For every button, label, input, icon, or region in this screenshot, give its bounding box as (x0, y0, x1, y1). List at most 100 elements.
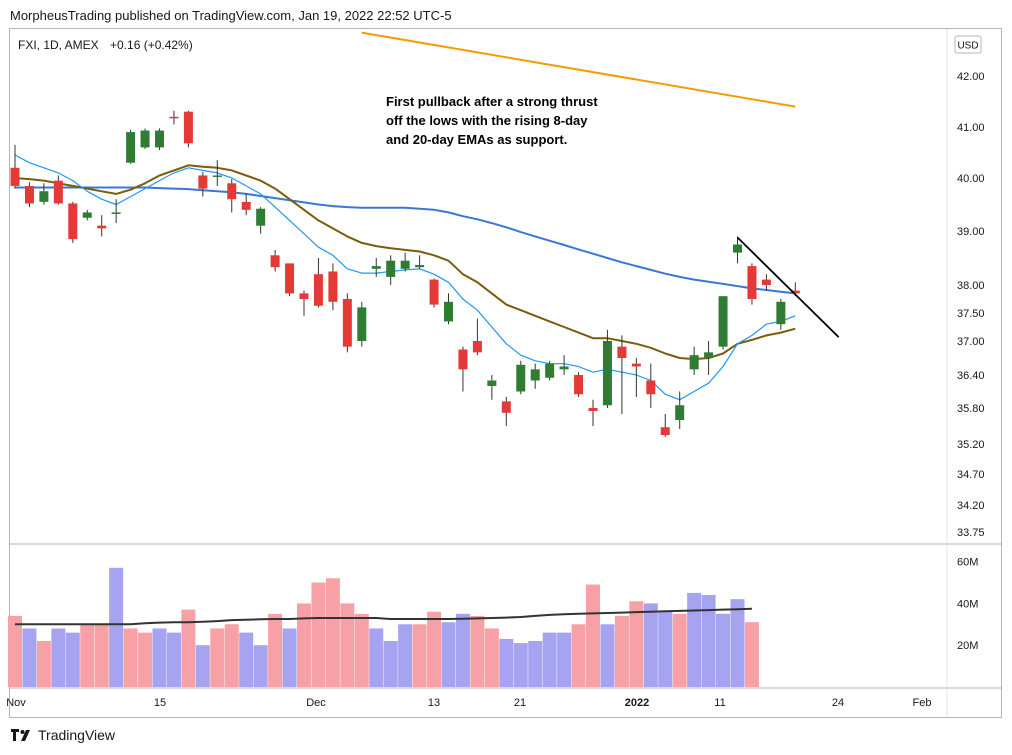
chart-annotation: First pullback after a strong thrust off … (386, 94, 598, 147)
price-tick-label: 33.75 (957, 527, 985, 539)
candle-body (10, 167, 20, 186)
footer: TradingView (10, 727, 115, 743)
volume-bar (195, 645, 210, 687)
sma200-line (361, 31, 796, 108)
volume-bar (65, 632, 80, 687)
candle-body (169, 116, 179, 119)
volume-bar (181, 609, 196, 687)
candle-body (386, 260, 396, 277)
candle-body (458, 349, 468, 370)
legend-change: +0.16 (+0.42%) (110, 38, 193, 52)
volume-ma-layer (15, 607, 752, 626)
annotation-line: off the lows with the rising 8-day (386, 113, 588, 128)
volume-bar (311, 582, 326, 687)
candle-body (790, 290, 800, 294)
candle-body (429, 279, 439, 305)
ema20-layer (14, 164, 796, 361)
time-tick-label: Nov (6, 697, 26, 709)
annotation-line: and 20-day EMAs as support. (386, 132, 567, 147)
time-tick-label: 24 (832, 697, 844, 709)
time-tick-label: Dec (306, 697, 326, 709)
time-tick-label: 15 (154, 697, 166, 709)
candle-body (24, 185, 34, 204)
volume-bar (22, 628, 37, 687)
price-tick-label: 42.00 (957, 71, 985, 83)
volume-tick-label: 20M (957, 640, 978, 652)
candle-body (487, 380, 497, 386)
volume-bar (138, 632, 153, 687)
volume-bar (730, 599, 745, 687)
volume-bar (600, 624, 615, 687)
currency-badge[interactable] (954, 35, 982, 54)
volume-bar (643, 603, 658, 687)
candle-body (559, 366, 569, 370)
candle-body (198, 175, 208, 189)
volume-bar (484, 628, 499, 687)
candle-body (270, 255, 280, 268)
candle-body (227, 183, 237, 200)
tradingview-logo-icon (11, 729, 30, 741)
volume-bar (586, 584, 600, 687)
price-tick-label: 36.40 (957, 370, 985, 382)
candle-body (588, 408, 598, 411)
price-tick-label: 38.00 (957, 280, 985, 292)
candle-body (415, 265, 425, 268)
candle-body (97, 225, 107, 229)
sma50-layer (15, 186, 796, 295)
volume-bar (687, 592, 702, 687)
chart-frame (9, 28, 1002, 718)
volume-bar (152, 628, 167, 687)
candle-body (111, 212, 121, 214)
candle-body (501, 401, 511, 413)
volume-bar (383, 641, 398, 687)
candle-body (299, 293, 309, 299)
volume-bar (716, 613, 731, 687)
volume-bar (354, 613, 369, 687)
time-ticks: Nov 15 Dec 13 21 2022 11 24 Feb (6, 697, 931, 709)
price-tick-label: 35.20 (957, 439, 985, 451)
candle-body (675, 405, 685, 420)
candle-body (371, 266, 381, 269)
volume-bar (614, 615, 629, 687)
candle-body (660, 427, 670, 435)
volume-bar (629, 601, 644, 687)
volume-bar (224, 624, 239, 687)
publisher-header: MorpheusTrading published on TradingView… (10, 8, 452, 23)
candle-body (53, 180, 63, 204)
candle-body (689, 355, 699, 370)
price-tick-label: 41.00 (957, 122, 985, 134)
candle-body (155, 130, 164, 148)
currency-label: USD (957, 41, 978, 52)
time-tick-label: Feb (913, 697, 932, 709)
price-tick-label: 39.00 (957, 226, 985, 238)
candle-body (212, 175, 222, 177)
candle-body (126, 132, 136, 163)
price-tick-label: 34.70 (957, 469, 985, 481)
volume-bar (369, 628, 384, 687)
legend-symbol[interactable]: FXI, 1D, AMEX (18, 38, 99, 52)
candle-body (68, 203, 78, 240)
price-tick-label: 35.80 (957, 403, 985, 415)
volume-bar (412, 624, 427, 687)
volume-bar (80, 624, 95, 687)
volume-bar (744, 622, 759, 687)
sma50-line (15, 186, 796, 295)
time-tick-label: 11 (714, 697, 725, 709)
volume-bar (109, 567, 124, 687)
candle-body (617, 346, 627, 358)
volume-bar (455, 613, 470, 687)
price-tick-label: 37.50 (957, 308, 985, 320)
time-tick-label: 21 (514, 697, 526, 709)
candle-body (776, 301, 786, 325)
volume-ticks: 60M 40M 20M (957, 557, 978, 653)
volume-bar (470, 615, 485, 687)
volume-bar (542, 632, 557, 687)
volume-bar (672, 613, 687, 687)
candle-body (183, 111, 193, 144)
candles-layer (10, 110, 800, 437)
candle-body (704, 352, 714, 358)
volume-bar (94, 624, 109, 687)
volume-bar (340, 603, 355, 687)
price-ticks: 42.00 41.00 40.00 39.00 38.00 37.50 37.00 36.40… (957, 71, 985, 539)
sma200-layer (361, 31, 796, 108)
